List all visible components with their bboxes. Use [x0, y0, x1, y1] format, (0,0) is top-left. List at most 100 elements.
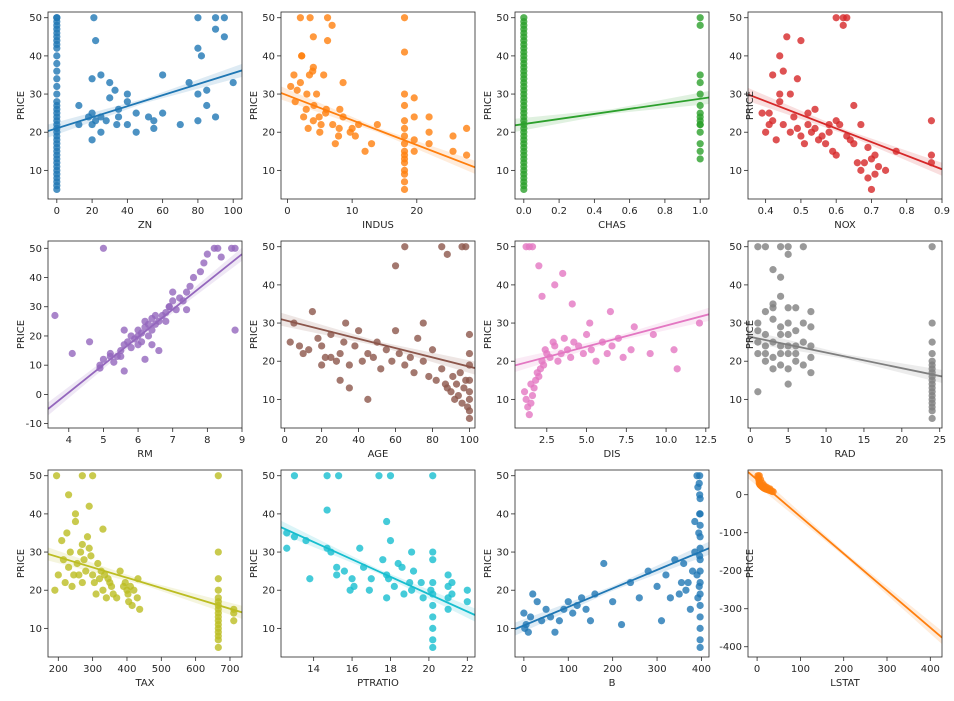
y-axis-label: PRICE: [483, 320, 494, 349]
data-point: [696, 101, 704, 110]
y-tick-label: 20: [29, 331, 42, 342]
data-point: [214, 575, 222, 583]
x-tick-label: 40: [121, 206, 134, 217]
data-point: [696, 552, 704, 560]
data-point: [776, 52, 784, 60]
data-point: [928, 357, 936, 365]
data-point: [465, 388, 474, 396]
data-point: [799, 338, 807, 346]
x-tick-label: 200: [834, 664, 853, 675]
data-point: [148, 341, 156, 349]
data-point: [300, 113, 308, 121]
subplot-rad: 0 5 10 15 20 25 10 20 30 40 50 RAD PRICE: [729, 240, 946, 460]
data-point: [535, 372, 543, 381]
data-point: [323, 37, 332, 45]
data-point: [133, 594, 141, 602]
data-point: [99, 244, 108, 252]
data-point: [165, 303, 173, 311]
data-point: [336, 105, 344, 113]
data-point: [800, 140, 809, 148]
data-point: [408, 586, 416, 594]
axes-frame: [280, 11, 476, 200]
regression-line: [515, 313, 709, 367]
data-point: [696, 636, 704, 644]
data-point: [83, 533, 92, 541]
x-tick-label: 14: [307, 664, 320, 675]
data-point: [807, 308, 815, 316]
y-tick-label: 10: [496, 395, 509, 406]
data-point: [927, 151, 936, 159]
data-point: [51, 311, 59, 320]
y-tick-label: 30: [262, 319, 275, 330]
data-point: [127, 344, 135, 352]
x-tick-label: 400: [117, 664, 136, 675]
data-point: [97, 128, 105, 136]
x-tick-label: 6: [135, 435, 141, 446]
data-point: [761, 330, 770, 339]
axes-frame: [747, 11, 943, 200]
data-point: [65, 563, 73, 571]
data-point: [786, 90, 794, 98]
subplot-b: 0 100 200 300 400 10 20 30 40 50 B PRICE: [483, 469, 711, 689]
data-point: [117, 352, 125, 361]
data-point: [150, 117, 158, 125]
data-point: [68, 582, 76, 590]
data-point: [456, 369, 464, 377]
data-point: [53, 33, 61, 41]
regression-line: [48, 69, 242, 132]
data-point: [530, 384, 538, 392]
data-point: [323, 506, 331, 514]
data-point: [695, 479, 703, 487]
data-point: [342, 319, 350, 327]
data-point: [400, 124, 409, 132]
data-point: [414, 334, 422, 342]
data-point: [88, 109, 96, 117]
data-point: [120, 367, 128, 375]
regression-line: [748, 335, 942, 378]
data-point: [377, 365, 385, 373]
data-point: [162, 317, 170, 325]
data-point: [696, 21, 704, 29]
x-tick-label: 25: [933, 435, 946, 446]
data-point: [63, 529, 71, 537]
data-point: [646, 349, 654, 358]
data-point: [356, 544, 364, 552]
data-point: [303, 90, 311, 98]
data-point: [691, 517, 699, 526]
data-point: [429, 556, 437, 564]
data-point: [797, 37, 805, 45]
subplot-nox: 0.4 0.5 0.6 0.7 0.8 0.9 10 20 30 40 50 NOX PRICE: [729, 11, 950, 231]
x-tick-label: 0: [282, 435, 288, 446]
data-point: [410, 113, 418, 121]
data-point: [429, 636, 437, 644]
x-axis-label: NOX: [834, 220, 856, 231]
data-point: [686, 605, 694, 613]
data-point: [336, 376, 344, 384]
x-tick-label: 0.8: [657, 206, 673, 217]
data-point: [520, 14, 528, 22]
data-point: [784, 380, 792, 388]
data-point: [769, 117, 777, 125]
data-point: [520, 609, 528, 617]
data-point: [95, 575, 104, 583]
data-point: [449, 147, 457, 155]
x-tick-label: 200: [603, 664, 622, 675]
data-point: [559, 269, 567, 278]
y-axis-label: PRICE: [249, 320, 260, 349]
data-point: [529, 590, 537, 598]
data-point: [696, 624, 704, 632]
data-point: [567, 353, 575, 361]
y-tick-label: 40: [729, 280, 742, 291]
x-tick-label: 20: [315, 435, 328, 446]
data-point: [449, 372, 457, 381]
data-point: [874, 162, 883, 171]
data-point: [87, 552, 95, 560]
data-point: [388, 357, 396, 365]
data-point: [793, 124, 801, 132]
data-point: [554, 357, 562, 365]
y-tick-label: 30: [496, 548, 509, 559]
data-point: [329, 120, 337, 129]
plot-area: [48, 14, 242, 194]
y-axis-label: PRICE: [745, 549, 756, 578]
data-point: [696, 120, 704, 129]
